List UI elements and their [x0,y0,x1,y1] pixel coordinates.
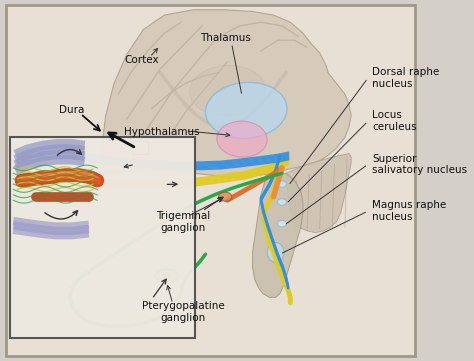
Text: Locus
ceruleus: Locus ceruleus [372,110,417,132]
Text: Superior
salivatory nucleus: Superior salivatory nucleus [372,153,467,175]
Text: Thalamus: Thalamus [200,34,251,43]
Ellipse shape [277,221,286,227]
Ellipse shape [277,199,286,205]
Circle shape [162,272,171,279]
Ellipse shape [217,121,267,157]
Text: Cortex: Cortex [124,55,159,65]
FancyBboxPatch shape [10,136,195,338]
Text: Trigeminal
ganglion: Trigeminal ganglion [156,211,210,232]
Polygon shape [253,173,303,297]
Text: Dura: Dura [59,105,85,116]
Ellipse shape [219,192,232,201]
Ellipse shape [205,82,287,138]
Text: Magnus raphe
nucleus: Magnus raphe nucleus [372,200,447,222]
Ellipse shape [155,269,178,283]
Polygon shape [101,10,351,177]
Ellipse shape [267,243,284,262]
Text: Dorsal raphe
nucleus: Dorsal raphe nucleus [372,67,439,89]
Bar [133,141,147,153]
FancyBboxPatch shape [6,5,415,356]
Polygon shape [286,153,351,232]
Ellipse shape [277,181,286,187]
Ellipse shape [190,65,265,116]
Text: Hypothalamus: Hypothalamus [125,127,200,137]
Text: Pterygopalatine
ganglion: Pterygopalatine ganglion [142,301,225,323]
